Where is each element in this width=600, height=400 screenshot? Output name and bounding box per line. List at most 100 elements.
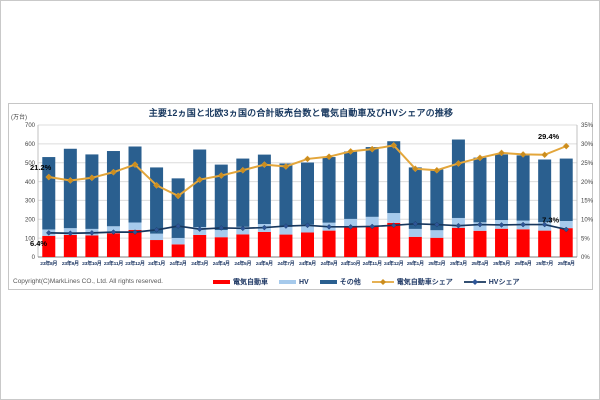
x-axis-category-label: 25年2月 [428, 260, 445, 267]
bar-segment-hv [128, 222, 142, 230]
data-point-label: 29.4% [538, 132, 560, 141]
ev-share-marker [347, 148, 355, 155]
legend-swatch-line [371, 279, 394, 285]
legend-swatch-line [463, 279, 486, 285]
x-axis-category-label: 24年12月 [384, 260, 404, 267]
bar-segment-ev [128, 229, 142, 257]
bar-segment-ev [236, 234, 250, 257]
bar-segment-other [322, 157, 336, 223]
ev-share-marker [66, 177, 74, 184]
ev-share-marker [519, 151, 527, 158]
legend-item-bar-segment-hv: HV [279, 279, 309, 286]
bar-segment-ev [150, 240, 164, 257]
x-axis-category-label: 23年10月 [82, 260, 102, 267]
ev-share-marker [260, 161, 268, 168]
bar-segment-hv [365, 216, 379, 226]
x-axis-category-label: 24年2月 [170, 260, 187, 267]
ev-share-marker [110, 168, 117, 176]
hv-share-marker [132, 229, 138, 235]
data-point-label: 7.3% [542, 215, 559, 224]
x-axis-category-label: 24年5月 [234, 260, 251, 267]
hv-share-marker [369, 223, 375, 230]
data-point-label: 21.2% [30, 163, 52, 172]
x-axis-category-label: 23年11月 [104, 260, 124, 267]
right-axis-tick-label: 25% [581, 161, 594, 167]
left-axis-tick-label: 400 [25, 180, 36, 186]
ev-share-marker [217, 172, 225, 179]
bar-segment-ev [408, 236, 422, 257]
hv-share-marker [304, 222, 311, 229]
left-axis-tick-label: 100 [25, 236, 36, 242]
x-axis-category-label: 25年1月 [407, 260, 424, 267]
bar-segment-ev [85, 235, 99, 257]
bar-segment-other [236, 158, 250, 227]
bar-segment-other [516, 155, 530, 221]
bar-segment-other [106, 151, 120, 227]
bar-segment-ev [193, 234, 207, 257]
hv-share-marker [175, 223, 181, 229]
bar-segment-ev [365, 225, 379, 257]
legend-item-line-3: 電気自動車シェア [371, 277, 453, 287]
bar-segment-ev [106, 233, 120, 257]
hv-share-marker [434, 221, 440, 228]
legend-label: 電気自動車 [233, 279, 268, 286]
bar-segment-other [451, 139, 465, 218]
bar-segment-other [128, 146, 142, 223]
bar-segment-other [171, 178, 185, 238]
bar-segment-other [193, 149, 207, 228]
bar-segment-other [85, 154, 99, 229]
x-axis-category-label: 25年8月 [558, 260, 575, 267]
ev-share-marker [45, 173, 53, 181]
ev-share-marker [498, 149, 505, 157]
ev-share-marker [541, 151, 549, 159]
right-axis-tick-label: 5% [581, 236, 590, 242]
right-axis-tick-label: 10% [581, 217, 594, 223]
legend-label: 電気自動車シェア [396, 279, 453, 286]
hv-share-marker [563, 226, 570, 233]
x-axis-category-label: 25年4月 [472, 260, 489, 267]
x-axis-category-label: 25年3月 [450, 260, 467, 267]
bar-segment-other [387, 141, 401, 214]
x-axis-category-label: 24年9月 [321, 260, 338, 267]
legend-diamond-marker-icon [379, 279, 386, 285]
ev-share-marker [476, 154, 484, 162]
legend-item-bar-segment-ev: 電気自動車 [213, 277, 268, 287]
bar-segment-other [301, 162, 314, 225]
bar-segment-hv [171, 237, 185, 245]
hv-share-marker [45, 230, 52, 236]
bar-segment-other [42, 157, 56, 230]
hv-share-marker [67, 230, 74, 237]
bar-segment-ev [301, 232, 314, 257]
x-axis-category-label: 24年8月 [299, 260, 316, 267]
hv-share-marker [218, 225, 225, 231]
hv-share-marker [347, 224, 354, 230]
bar-segment-hv [279, 226, 293, 235]
bar-segment-other [344, 151, 358, 219]
bar-segment-hv [214, 230, 228, 238]
bar-segment-ev [430, 237, 444, 257]
bar-segment-other [365, 147, 379, 217]
legend-item-bar-segment-other: その他 [319, 277, 361, 287]
ev-share-marker [368, 145, 376, 153]
bar-segment-ev [171, 244, 185, 257]
x-axis-category-label: 25年6月 [515, 260, 532, 267]
hv-share-marker [326, 224, 332, 230]
bar-segment-hv [150, 233, 164, 241]
copyright-notice: Copyright(C)MarkLines CO., Ltd. All righ… [13, 278, 163, 285]
ev-share-marker [562, 142, 570, 150]
hv-share-marker [541, 221, 548, 228]
x-axis-category-label: 23年12月 [125, 260, 145, 267]
hv-share-marker [455, 222, 462, 229]
bar-segment-other [257, 154, 271, 224]
legend-diamond-marker-icon [471, 279, 478, 285]
x-axis-category-label: 24年1月 [148, 260, 165, 267]
ev-share-marker [325, 153, 333, 161]
x-axis-category-label: 25年7月 [536, 260, 553, 267]
bar-segment-ev [257, 231, 271, 257]
bar-segment-ev [322, 230, 336, 257]
bar-segment-ev [344, 227, 358, 257]
ev-share-marker [455, 160, 462, 167]
bar-segment-other [63, 148, 77, 229]
